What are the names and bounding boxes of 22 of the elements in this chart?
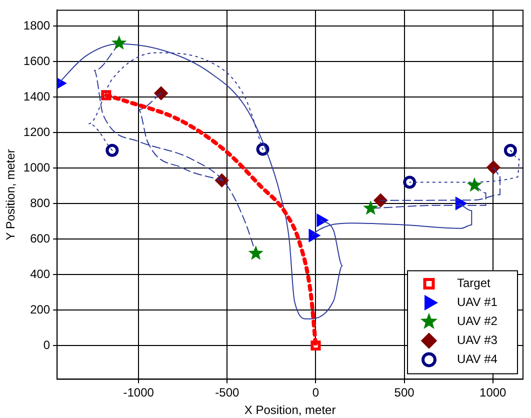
x-tick-label: 1000 (480, 386, 507, 400)
legend-label: UAV #3 (457, 333, 498, 348)
x-tick-label: 0 (312, 386, 320, 400)
y-tick-label: 600 (30, 231, 50, 246)
y-tick-label: 1400 (23, 89, 50, 104)
x-tick-label: -1000 (123, 386, 154, 400)
legend-label: Target (457, 276, 492, 290)
legend-label: UAV #2 (457, 314, 498, 328)
y-tick-label: 1200 (23, 124, 50, 139)
x-axis-title: X Position, meter (244, 403, 336, 418)
y-tick-label: 1800 (23, 18, 50, 32)
y-axis-title: Y Position, meter (4, 149, 18, 240)
y-tick-label: 800 (30, 196, 50, 210)
x-tick-label: -500 (215, 386, 240, 400)
y-tick-label: 400 (30, 266, 50, 281)
y-tick-label: 1000 (23, 160, 50, 174)
y-tick-label: 0 (43, 338, 50, 352)
y-tick-label: 1600 (23, 54, 50, 68)
x-tick-label: 500 (394, 386, 415, 400)
legend-label: UAV #4 (457, 352, 498, 366)
legend-label: UAV #1 (457, 295, 498, 310)
y-tick-label: 200 (30, 302, 50, 316)
